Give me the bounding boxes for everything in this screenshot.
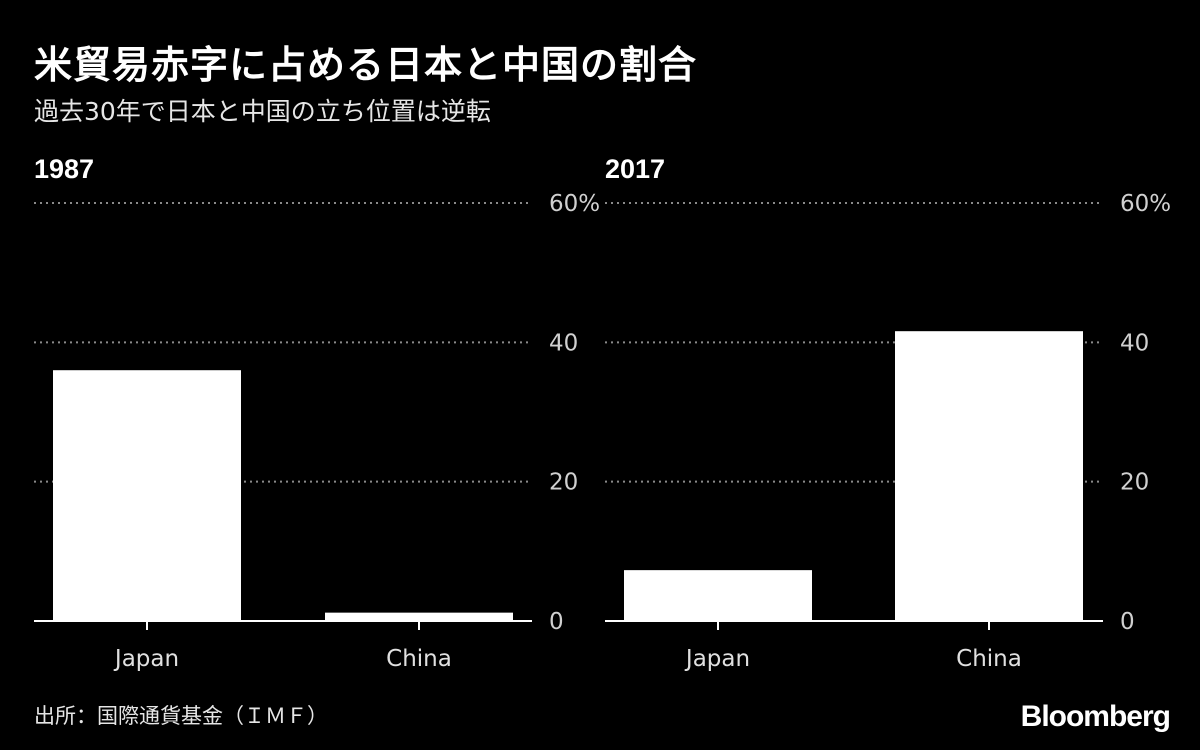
x-category-label: China xyxy=(386,646,452,672)
y-tick-label: 0 xyxy=(549,609,564,635)
y-tick-label: 0 xyxy=(1120,609,1135,635)
x-category-label: Japan xyxy=(113,646,179,672)
bar-china-1987 xyxy=(325,612,513,621)
y-tick-label: 40 xyxy=(1120,330,1149,356)
y-tick-label: 20 xyxy=(1120,470,1149,496)
chart-subtitle: 過去30年で日本と中国の立ち位置は逆転 xyxy=(34,97,491,126)
bar-japan-1987 xyxy=(53,370,241,621)
source-note: 出所：国際通貨基金（ＩＭＦ） xyxy=(34,704,328,728)
bar-china-2017 xyxy=(895,331,1083,621)
bar-japan-2017 xyxy=(624,570,812,621)
y-tick-label: 20 xyxy=(549,470,578,496)
bloomberg-logo: Bloomberg xyxy=(1020,700,1171,733)
y-tick-label: 40 xyxy=(549,330,578,356)
y-tick-label: 60% xyxy=(1120,191,1171,217)
y-tick-label: 60% xyxy=(549,191,600,217)
panel-title-2017: 2017 xyxy=(605,154,665,184)
x-category-label: China xyxy=(956,646,1022,672)
x-category-label: Japan xyxy=(684,646,750,672)
panel-title-1987: 1987 xyxy=(34,154,94,184)
chart-title: 米貿易赤字に占める日本と中国の割合 xyxy=(34,43,698,87)
